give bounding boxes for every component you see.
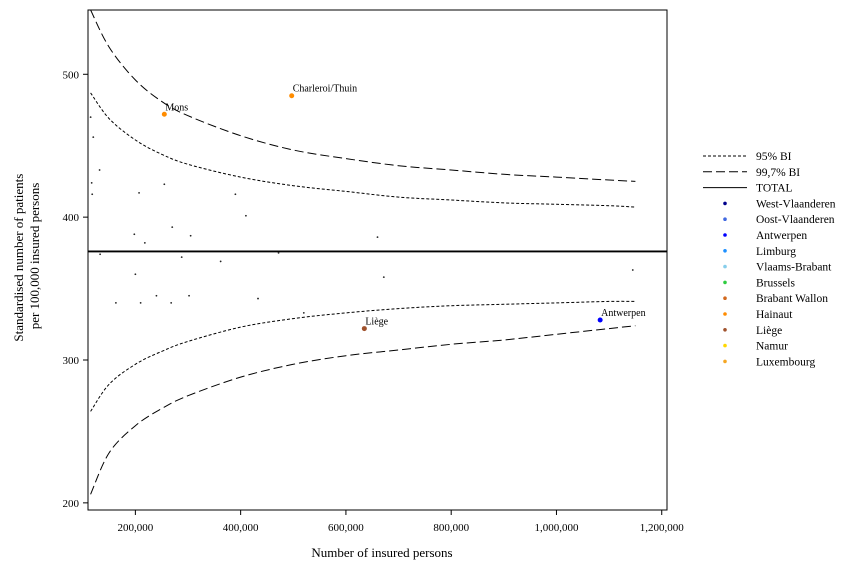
legend-label-limburg: Limburg	[756, 246, 796, 258]
y-tick-label: 500	[63, 69, 80, 81]
upper-95-limit-line	[90, 92, 636, 208]
x-axis: 200,000 400,000 600,000 800,000 1,000,000 1,2…	[117, 510, 684, 534]
legend-label-antwerpen: Antwerpen	[756, 230, 807, 242]
data-point	[302, 311, 305, 314]
data-point	[257, 297, 259, 300]
y-tick-label: 300	[63, 355, 80, 367]
legend-marker-namur	[723, 343, 727, 348]
point-label-mons: Mons	[165, 102, 188, 113]
data-point	[189, 234, 192, 237]
x-tick-label: 1,200,000	[640, 522, 685, 534]
y-axis: 200 300 400 500	[63, 69, 88, 510]
legend-marker-vlaams-brabant	[723, 264, 727, 269]
x-tick-label: 200,000	[117, 522, 153, 534]
y-tick-label: 400	[63, 212, 80, 224]
legend-marker-li-ge	[723, 328, 727, 332]
legend-label-total: TOTAL	[756, 183, 793, 195]
data-point	[631, 269, 634, 271]
y-axis-title-line-2: per 100,000 insured persons	[27, 183, 42, 330]
data-point	[89, 116, 92, 119]
data-point	[114, 301, 117, 304]
legend-label-brussels: Brussels	[756, 277, 796, 289]
point-label-li-ge: Liège	[365, 317, 388, 328]
x-tick-label: 1,000,000	[534, 522, 579, 534]
point-li-ge	[361, 326, 367, 332]
data-point	[99, 253, 102, 256]
legend-marker-brussels	[723, 280, 727, 285]
lower-997-limit-line	[90, 325, 636, 495]
legend-label-99-7-bi: 99,7% BI	[756, 167, 800, 179]
data-point	[171, 226, 174, 229]
point-label-charleroi-thuin: Charleroi/Thuin	[293, 84, 357, 95]
legend-label-luxembourg: Luxembourg	[756, 356, 815, 368]
legend-label-vlaams-brabant: Vlaams-Brabant	[756, 262, 832, 274]
y-axis-title-line-1: Standardised number of patients	[11, 174, 26, 342]
legend-marker-oost-vlaanderen	[723, 217, 727, 221]
data-point	[245, 214, 247, 217]
data-point	[382, 276, 385, 279]
point-label-antwerpen: Antwerpen	[601, 308, 645, 319]
legend-marker-luxembourg	[723, 359, 727, 364]
legend: 95% BI 99,7% BI TOTAL West-Vlaanderen Oost-V…	[703, 151, 836, 368]
data-point	[138, 191, 140, 194]
data-point	[188, 294, 190, 297]
control-limits	[88, 9, 667, 495]
legend-marker-brabant-wallon	[723, 296, 727, 301]
lower-95-limit-line	[90, 300, 636, 412]
point-charleroi-thuin	[289, 93, 295, 99]
data-point	[163, 183, 166, 186]
data-point	[90, 181, 93, 184]
legend-label-namur: Namur	[756, 341, 788, 353]
data-point	[376, 236, 379, 239]
legend-label-li-ge: Liège	[756, 325, 782, 337]
point-mons	[161, 111, 167, 117]
legend-label-hainaut: Hainaut	[756, 309, 793, 321]
data-point	[219, 260, 222, 263]
y-axis-title: Standardised number of patients per 100,…	[11, 170, 42, 341]
x-tick-label: 400,000	[223, 522, 259, 534]
data-point	[91, 193, 94, 196]
data-point	[92, 136, 95, 139]
data-point	[133, 233, 136, 236]
x-tick-label: 800,000	[433, 522, 469, 534]
x-tick-label: 600,000	[328, 522, 364, 534]
plot-frame	[87, 9, 668, 511]
data-points: Charleroi/Thuin Mons Liège Antwerpen	[89, 84, 646, 332]
legend-marker-antwerpen	[723, 233, 727, 237]
data-point	[234, 193, 237, 196]
data-point	[139, 301, 142, 304]
legend-label-brabant-wallon: Brabant Wallon	[756, 293, 828, 305]
legend-label-95-bi: 95% BI	[756, 151, 792, 163]
point-antwerpen	[597, 317, 603, 323]
data-point	[155, 294, 158, 297]
data-point	[277, 251, 280, 254]
y-tick-label: 200	[63, 498, 80, 510]
legend-marker-west-vlaanderen	[723, 201, 727, 206]
data-point	[170, 301, 173, 304]
data-point	[98, 169, 101, 171]
legend-marker-limburg	[723, 249, 727, 253]
data-point	[143, 241, 146, 244]
legend-marker-hainaut	[723, 312, 727, 316]
data-point	[180, 256, 183, 259]
x-axis-title: Number of insured persons	[311, 545, 452, 560]
data-point	[134, 273, 137, 276]
legend-label-west-vlaanderen: West-Vlaanderen	[756, 198, 836, 210]
upper-997-limit-line	[90, 9, 636, 182]
legend-label-oost-vlaanderen: Oost-Vlaanderen	[756, 214, 835, 226]
